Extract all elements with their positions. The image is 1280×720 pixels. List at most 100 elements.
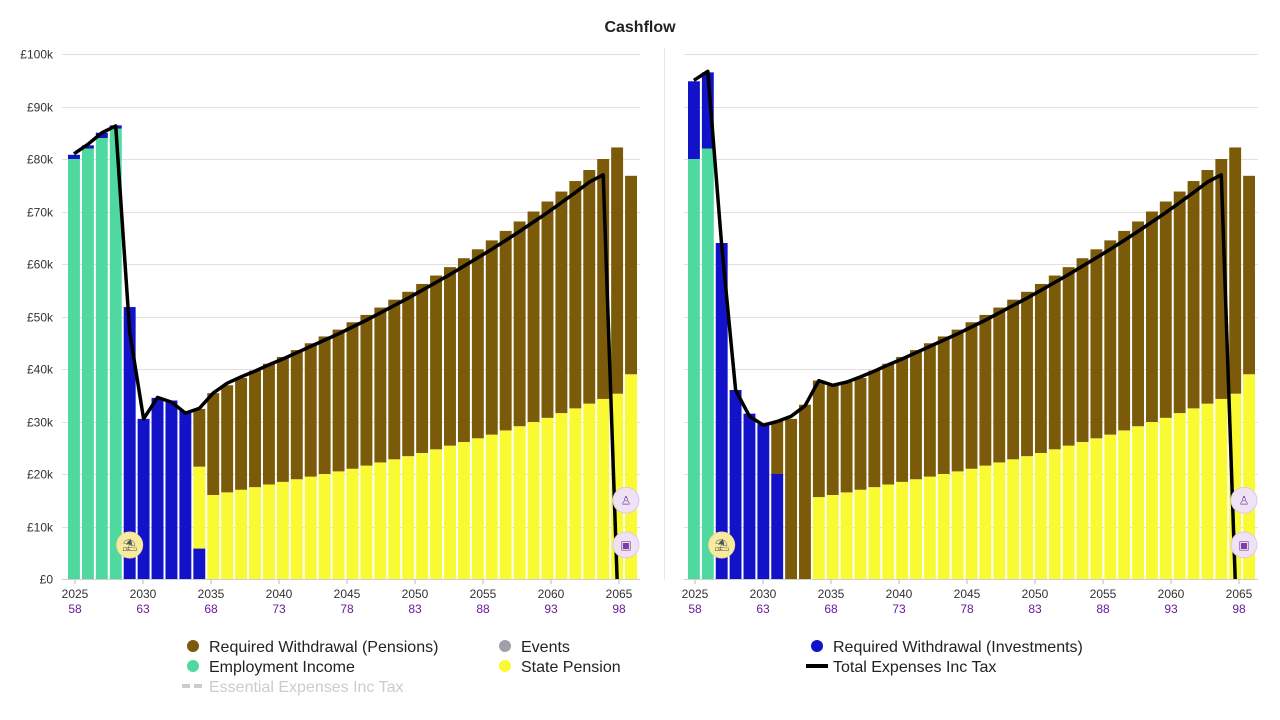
bar-state_pension[interactable] <box>937 474 950 579</box>
bar-state_pension[interactable] <box>979 465 992 579</box>
legend-item-pensions[interactable]: Required Withdrawal (Pensions) <box>187 639 438 656</box>
bar-pensions[interactable] <box>262 363 275 485</box>
bar-investments[interactable] <box>151 397 164 580</box>
bar-state_pension[interactable] <box>625 374 637 579</box>
bar-pensions[interactable] <box>444 267 456 446</box>
bar-pensions[interactable] <box>430 275 443 450</box>
bar-pensions[interactable] <box>799 404 811 579</box>
bar-pensions[interactable] <box>416 283 429 453</box>
total-expenses-line[interactable] <box>73 124 619 580</box>
bar-state_pension[interactable] <box>840 492 853 580</box>
bar-pensions[interactable] <box>221 385 234 493</box>
bar-pensions[interactable] <box>485 240 498 435</box>
marker-person-icon[interactable]: ♙ <box>612 486 640 514</box>
bar-pensions[interactable] <box>207 393 220 495</box>
bar-investments[interactable] <box>165 400 178 580</box>
bar-state_pension[interactable] <box>444 445 456 579</box>
bar-state_pension[interactable] <box>882 484 895 580</box>
bar-pensions[interactable] <box>304 343 317 477</box>
bar-state_pension[interactable] <box>541 417 554 579</box>
bar-state_pension[interactable] <box>597 398 610 579</box>
bar-pensions[interactable] <box>318 336 331 474</box>
bar-state_pension[interactable] <box>304 476 317 580</box>
bar-state_pension[interactable] <box>965 468 978 579</box>
bar-state_pension[interactable] <box>485 434 498 580</box>
bar-pensions[interactable] <box>896 356 909 482</box>
bar-pensions[interactable] <box>1229 147 1242 394</box>
bar-pensions[interactable] <box>840 382 853 493</box>
bar-state_pension[interactable] <box>854 489 867 579</box>
bar-pensions[interactable] <box>1076 258 1089 442</box>
bar-pensions[interactable] <box>979 314 992 466</box>
bar-pensions[interactable] <box>854 377 867 490</box>
bar-state_pension[interactable] <box>430 449 443 579</box>
bar-pensions[interactable] <box>1201 170 1214 404</box>
marker-beach-umbrella-icon[interactable]: ⛱ <box>116 531 144 559</box>
bar-investments[interactable] <box>123 307 136 579</box>
bar-pensions[interactable] <box>1104 240 1117 435</box>
bar-pensions[interactable] <box>388 299 401 460</box>
bar-state_pension[interactable] <box>360 465 373 579</box>
bar-pensions[interactable] <box>374 307 387 463</box>
bar-state_pension[interactable] <box>1090 438 1103 579</box>
bar-state_pension[interactable] <box>1243 374 1255 579</box>
bar-state_pension[interactable] <box>221 492 234 580</box>
bar-investments[interactable] <box>715 243 728 579</box>
marker-person-icon[interactable]: ♙ <box>1230 486 1258 514</box>
bar-investments[interactable] <box>757 424 770 580</box>
total-expenses-line[interactable] <box>692 69 1237 580</box>
legend-item-state_pension[interactable]: State Pension <box>499 659 621 676</box>
bar-pensions[interactable] <box>1243 175 1255 375</box>
bar-state_pension[interactable] <box>235 489 248 579</box>
bar-state_pension[interactable] <box>868 487 881 580</box>
bar-state_pension[interactable] <box>951 471 964 580</box>
bar-state_pension[interactable] <box>332 471 345 580</box>
bar-investments[interactable] <box>193 548 206 579</box>
bar-pensions[interactable] <box>1007 299 1020 460</box>
bar-pensions[interactable] <box>471 249 484 439</box>
bar-pensions[interactable] <box>193 408 206 467</box>
bar-pensions[interactable] <box>993 307 1006 463</box>
bar-pensions[interactable] <box>290 350 303 480</box>
bar-pensions[interactable] <box>785 418 798 580</box>
bar-pensions[interactable] <box>1145 211 1158 423</box>
bar-pensions[interactable] <box>597 159 610 399</box>
bar-investments[interactable] <box>701 72 714 149</box>
bar-pensions[interactable] <box>541 201 554 418</box>
bar-state_pension[interactable] <box>1104 434 1117 580</box>
bar-state_pension[interactable] <box>402 456 415 579</box>
bar-pensions[interactable] <box>457 258 470 442</box>
bar-investments[interactable] <box>688 81 700 159</box>
bar-pensions[interactable] <box>826 385 839 495</box>
bar-pensions[interactable] <box>1090 249 1103 439</box>
bar-state_pension[interactable] <box>1118 430 1131 579</box>
bar-state_pension[interactable] <box>471 438 484 579</box>
bar-state_pension[interactable] <box>923 476 936 580</box>
bar-state_pension[interactable] <box>1229 393 1242 579</box>
bar-pensions[interactable] <box>923 343 936 477</box>
bar-state_pension[interactable] <box>207 495 220 579</box>
bar-state_pension[interactable] <box>527 422 540 579</box>
bar-state_pension[interactable] <box>1201 403 1214 579</box>
bar-pensions[interactable] <box>235 377 248 490</box>
legend-item-essential_line[interactable]: Essential Expenses Inc Tax <box>182 679 403 696</box>
bar-investments[interactable] <box>137 418 150 580</box>
legend-item-investments[interactable]: Required Withdrawal (Investments) <box>811 639 1083 656</box>
bar-investments[interactable] <box>771 474 784 579</box>
bar-employment[interactable] <box>701 148 714 580</box>
marker-briefcase-icon[interactable]: ▣ <box>1230 531 1258 559</box>
bar-investments[interactable] <box>68 154 80 159</box>
bar-state_pension[interactable] <box>276 481 289 580</box>
bar-pensions[interactable] <box>555 191 568 414</box>
bar-pensions[interactable] <box>276 356 289 482</box>
bar-pensions[interactable] <box>1021 291 1033 457</box>
bar-state_pension[interactable] <box>1048 449 1061 579</box>
bar-pensions[interactable] <box>910 350 922 480</box>
bar-employment[interactable] <box>68 159 80 579</box>
bar-pensions[interactable] <box>868 370 881 488</box>
legend-item-employment[interactable]: Employment Income <box>187 659 355 676</box>
bar-state_pension[interactable] <box>826 495 839 579</box>
bar-state_pension[interactable] <box>1034 453 1047 579</box>
bar-state_pension[interactable] <box>1007 459 1020 579</box>
bar-state_pension[interactable] <box>290 479 303 579</box>
